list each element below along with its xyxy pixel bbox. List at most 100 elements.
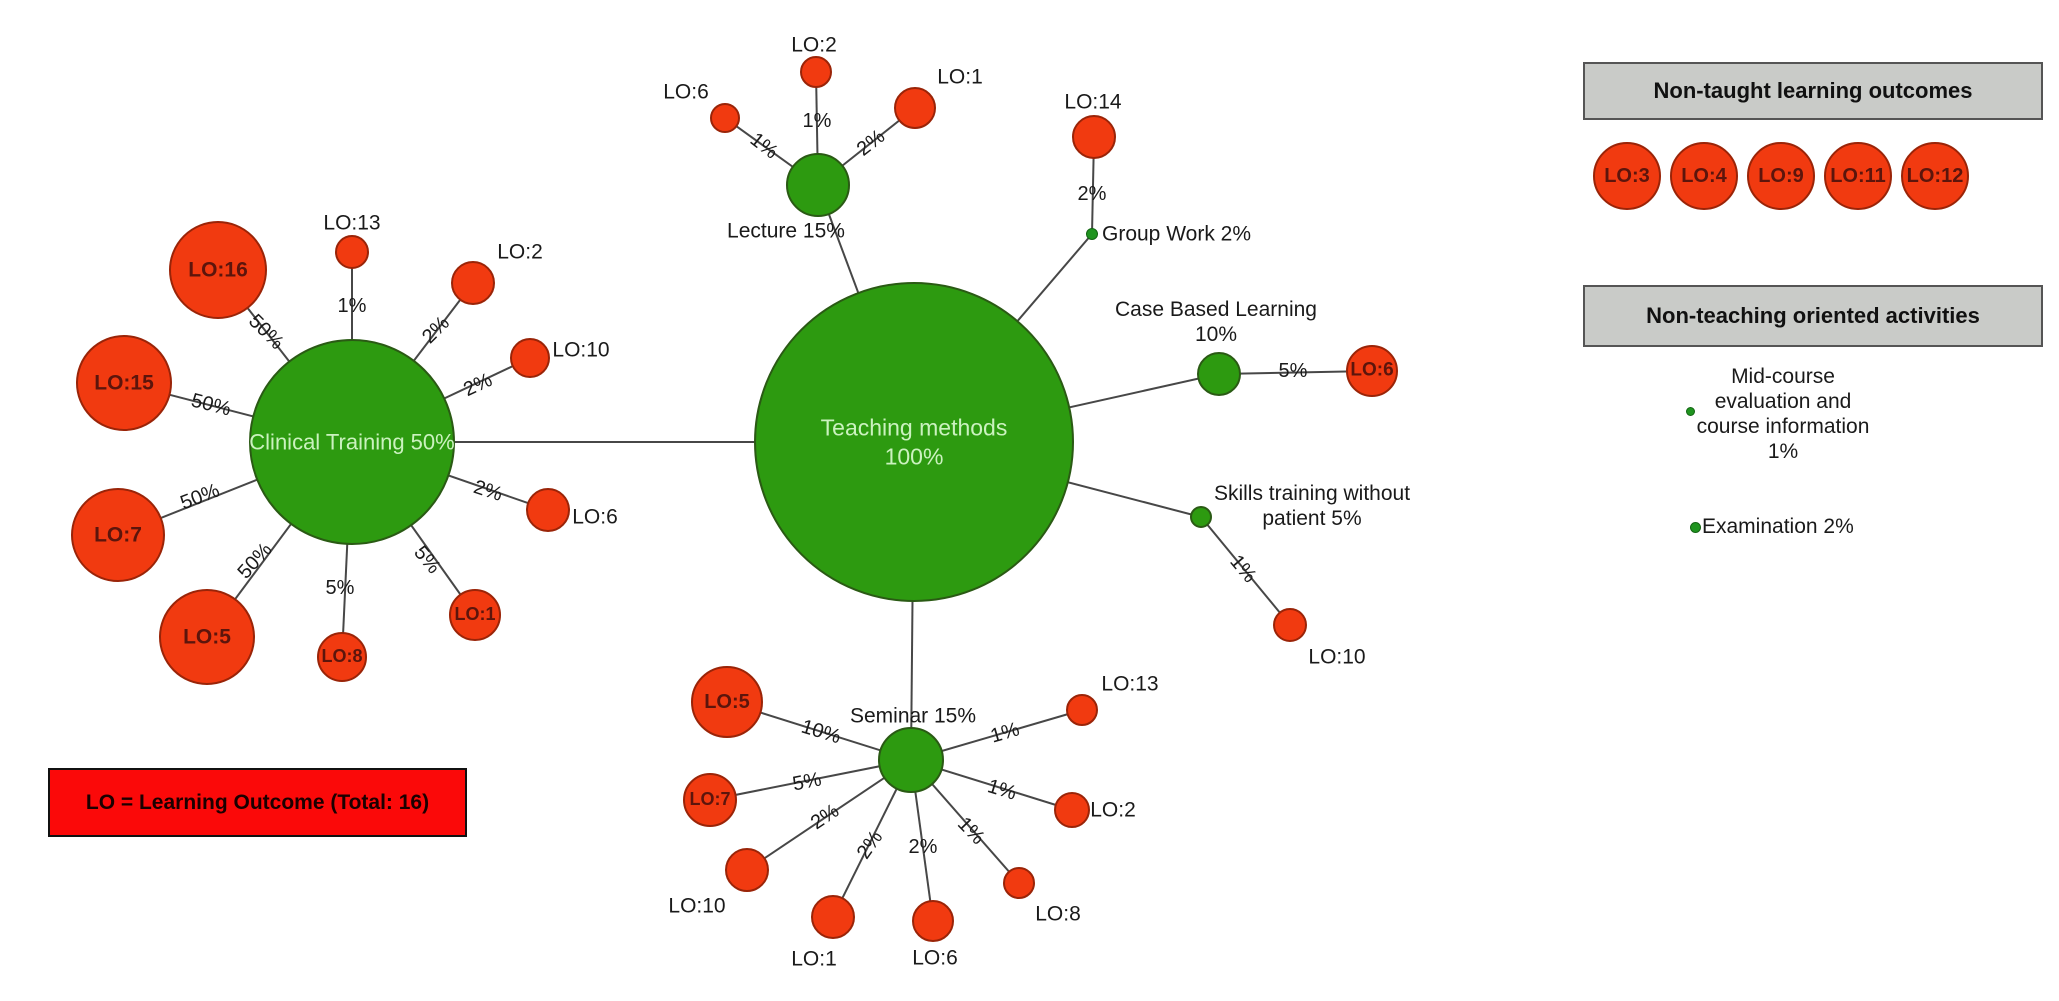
edge-label-clinical-c6: 2% <box>470 476 506 506</box>
node-m8 <box>1003 867 1035 899</box>
node-label-c2: LO:2 <box>497 240 543 264</box>
node-case <box>1197 352 1241 396</box>
non-taught-lo-circle-2: LO:9 <box>1747 142 1815 210</box>
node-c13 <box>335 235 369 269</box>
node-text-c15: LO:15 <box>94 371 154 395</box>
examination-dot <box>1690 522 1701 533</box>
node-text-c8: LO:8 <box>321 646 363 667</box>
edge-label-clinical-c8: 5% <box>325 577 355 599</box>
edge-seminar-m7 <box>709 759 912 801</box>
edge-label-lecture-l6: 1% <box>745 128 783 164</box>
edge-label-lecture-l1: 2% <box>852 125 890 161</box>
node-text-m7: LO:7 <box>689 789 731 810</box>
node-groupwork <box>1086 228 1098 240</box>
edge-label-case-cb6: 5% <box>1278 360 1308 382</box>
node-label-m2: LO:2 <box>1090 798 1136 822</box>
node-clinical <box>249 339 455 545</box>
node-c6 <box>526 488 570 532</box>
edge-label-seminar-m5: 10% <box>798 715 844 749</box>
node-cb6 <box>1346 345 1398 397</box>
non-taught-lo-circle-1: LO:4 <box>1670 142 1738 210</box>
node-c15 <box>76 335 172 431</box>
node-label-m13: LO:13 <box>1101 672 1159 696</box>
node-text-c16: LO:16 <box>188 258 248 282</box>
edge-label-clinical-c7: 50% <box>177 479 223 515</box>
non-teaching-legend-header: Non-teaching oriented activities <box>1583 285 2043 347</box>
edge-label-seminar-m8: 1% <box>953 812 989 850</box>
examination-label: Examination 2% <box>1702 515 1854 538</box>
node-text-cb6: LO:6 <box>1350 359 1394 381</box>
lo-abbreviation-box: LO = Learning Outcome (Total: 16) <box>48 768 467 837</box>
non-teaching-legend-title: Non-teaching oriented activities <box>1646 303 1980 328</box>
node-l1 <box>894 87 936 129</box>
node-text-teaching: Teaching methods 100% <box>820 414 1008 469</box>
node-label-c10: LO:10 <box>552 338 610 362</box>
node-m5 <box>691 666 763 738</box>
node-label-m8: LO:8 <box>1035 902 1081 926</box>
node-label-seminar: Seminar 15% <box>849 704 977 728</box>
node-m6 <box>912 900 954 942</box>
node-skills <box>1190 506 1212 528</box>
non-taught-lo-circle-3: LO:11 <box>1824 142 1892 210</box>
node-label-l2: LO:2 <box>791 33 837 57</box>
node-label-m6: LO:6 <box>912 946 958 970</box>
node-label-l1: LO:1 <box>937 65 983 89</box>
node-text-c5: LO:5 <box>183 625 231 649</box>
node-lecture <box>786 153 850 217</box>
node-label-c13: LO:13 <box>323 211 381 235</box>
non-taught-legend-header: Non-taught learning outcomes <box>1583 62 2043 120</box>
node-teaching <box>754 282 1074 602</box>
node-m2 <box>1054 792 1090 828</box>
node-label-groupwork: Group Work 2% <box>1102 222 1251 246</box>
node-label-lecture: Lecture 15% <box>727 219 845 243</box>
node-c7 <box>71 488 165 582</box>
mid-course-dot <box>1686 407 1695 416</box>
node-l6 <box>710 103 740 133</box>
node-label-skills: Skills training without patient 5% <box>1213 481 1411 530</box>
node-text-c7: LO:7 <box>94 523 142 547</box>
non-taught-lo-circle-0: LO:3 <box>1593 142 1661 210</box>
node-label-case: Case Based Learning 10% <box>1115 297 1317 346</box>
edge-label-groupwork-g14: 2% <box>1077 183 1107 205</box>
node-label-g14: LO:14 <box>1064 90 1122 114</box>
node-m13 <box>1066 694 1098 726</box>
edge-label-seminar-m1: 2% <box>852 826 888 864</box>
node-c1 <box>449 589 501 641</box>
edge-label-seminar-m7: 5% <box>790 768 824 796</box>
lo-abbreviation-text: LO = Learning Outcome (Total: 16) <box>85 790 430 814</box>
edge-label-seminar-m2: 1% <box>984 775 1020 805</box>
node-text-clinical: Clinical Training 50% <box>249 429 455 455</box>
node-s10 <box>1273 608 1307 642</box>
node-label-m1: LO:1 <box>791 947 837 971</box>
node-g14 <box>1072 115 1116 159</box>
node-label-c6: LO:6 <box>572 505 618 529</box>
node-m7 <box>683 773 737 827</box>
edge-label-seminar-m10: 2% <box>806 799 844 835</box>
edge-label-clinical-c13: 1% <box>337 295 367 317</box>
mid-course-label: Mid-course evaluation and course informa… <box>1696 365 1870 463</box>
edge-skills-s10 <box>1200 516 1291 626</box>
edge-label-seminar-m6: 2% <box>908 836 938 858</box>
node-c2 <box>451 261 495 305</box>
non-taught-lo-circle-4: LO:12 <box>1901 142 1969 210</box>
node-m10 <box>725 848 769 892</box>
node-c8 <box>317 632 367 682</box>
node-label-m10: LO:10 <box>668 894 726 918</box>
non-taught-lo-list: LO:3 LO:4 LO:9 LO:11 LO:12 <box>1593 142 1978 210</box>
node-c10 <box>510 338 550 378</box>
node-c5 <box>159 589 255 685</box>
edge-label-clinical-c5: 50% <box>233 538 277 584</box>
node-text-c1: LO:1 <box>454 604 496 625</box>
edge-label-clinical-c2: 2% <box>418 312 454 348</box>
node-m1 <box>811 895 855 939</box>
edge-label-lecture-l2: 1% <box>802 110 832 132</box>
node-c16 <box>169 221 267 319</box>
edge-label-seminar-m13: 1% <box>988 718 1022 748</box>
edge-label-clinical-c10: 2% <box>460 368 496 402</box>
node-l2 <box>800 56 832 88</box>
node-text-m5: LO:5 <box>704 691 750 713</box>
edge-label-clinical-c16: 50% <box>244 310 288 354</box>
non-taught-legend-title: Non-taught learning outcomes <box>1653 78 1973 103</box>
